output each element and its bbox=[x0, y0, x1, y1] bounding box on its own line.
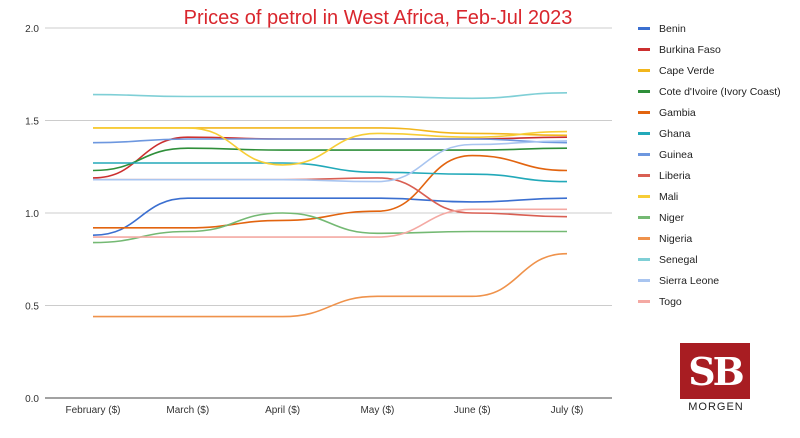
legend-label: Senegal bbox=[659, 253, 698, 266]
series-line-guinea bbox=[92, 138, 568, 144]
legend-label: Cote d'Ivoire (Ivory Coast) bbox=[659, 85, 781, 98]
y-axis-ticks: 0.0 0.5 1.0 1.5 2.0 bbox=[25, 24, 39, 405]
legend-item-liberia: Liberia bbox=[638, 165, 798, 186]
legend-swatch bbox=[638, 90, 650, 93]
legend-item-gambia: Gambia bbox=[638, 102, 798, 123]
legend-item-sierra-leone: Sierra Leone bbox=[638, 270, 798, 291]
legend-item-togo: Togo bbox=[638, 291, 798, 312]
chart-title: Prices of petrol in West Africa, Feb-Jul… bbox=[184, 7, 573, 29]
legend-label: Nigeria bbox=[659, 232, 693, 245]
legend-label: Ghana bbox=[659, 127, 691, 140]
legend-swatch bbox=[638, 153, 650, 156]
series-line-mali bbox=[93, 127, 568, 166]
legend-swatch bbox=[638, 111, 650, 114]
legend: Benin Burkina Faso Cape Verde Cote d'Ivoire… bbox=[638, 18, 798, 312]
x-tick-label: February ($) bbox=[65, 405, 120, 416]
series-line-cote-d-ivoire-ivory-coast bbox=[92, 147, 568, 172]
legend-item-cote-d-ivoire-ivory-coast: Cote d'Ivoire (Ivory Coast) bbox=[638, 81, 798, 102]
y-tick-label: 0.0 bbox=[25, 394, 39, 405]
legend-label: Cape Verde bbox=[659, 64, 715, 77]
series-line-cape-verde bbox=[93, 127, 568, 137]
legend-label: Gambia bbox=[659, 106, 696, 119]
legend-swatch bbox=[638, 174, 650, 177]
legend-swatch bbox=[638, 132, 650, 135]
legend-swatch bbox=[638, 279, 650, 282]
series-line-gambia bbox=[92, 154, 568, 229]
x-tick-label: July ($) bbox=[551, 405, 584, 416]
x-tick-label: May ($) bbox=[360, 405, 394, 416]
y-tick-label: 1.0 bbox=[25, 209, 39, 220]
legend-label: Niger bbox=[659, 211, 685, 224]
legend-label: Benin bbox=[659, 22, 686, 35]
legend-swatch bbox=[638, 300, 650, 303]
series-line-togo bbox=[93, 208, 567, 238]
x-tick-label: June ($) bbox=[454, 405, 491, 416]
legend-label: Guinea bbox=[659, 148, 693, 161]
legend-item-cape-verde: Cape Verde bbox=[638, 60, 798, 81]
legend-item-burkina-faso: Burkina Faso bbox=[638, 39, 798, 60]
series-line-benin bbox=[92, 197, 568, 236]
logo-monogram: SB bbox=[688, 348, 745, 394]
logo-wordmark: MORGEN bbox=[688, 401, 744, 413]
legend-swatch bbox=[638, 48, 650, 51]
legend-label: Mali bbox=[659, 190, 679, 203]
series-line-sierra-leone bbox=[93, 140, 568, 183]
legend-item-nigeria: Nigeria bbox=[638, 228, 798, 249]
legend-item-senegal: Senegal bbox=[638, 249, 798, 270]
legend-swatch bbox=[638, 258, 650, 261]
legend-swatch bbox=[638, 27, 650, 30]
y-tick-label: 0.5 bbox=[25, 302, 39, 313]
x-tick-label: April ($) bbox=[265, 405, 300, 416]
x-axis-ticks: February ($) March ($) April ($) May ($) Jun… bbox=[65, 405, 583, 416]
logo-badge: SB bbox=[680, 343, 750, 399]
legend-label: Liberia bbox=[659, 169, 691, 182]
x-tick-label: March ($) bbox=[166, 405, 209, 416]
series-line-ghana bbox=[93, 162, 568, 183]
legend-swatch bbox=[638, 195, 650, 198]
legend-item-mali: Mali bbox=[638, 186, 798, 207]
legend-item-niger: Niger bbox=[638, 207, 798, 228]
legend-label: Burkina Faso bbox=[659, 43, 721, 56]
sb-morgen-logo: SB MORGEN bbox=[680, 343, 752, 413]
series-lines bbox=[92, 92, 568, 318]
legend-label: Togo bbox=[659, 295, 682, 308]
series-line-liberia bbox=[93, 177, 568, 218]
y-tick-label: 2.0 bbox=[25, 24, 39, 35]
series-line-senegal bbox=[92, 92, 568, 100]
y-tick-label: 1.5 bbox=[25, 117, 39, 128]
gridlines bbox=[45, 27, 612, 399]
legend-swatch bbox=[638, 237, 650, 240]
legend-item-benin: Benin bbox=[638, 18, 798, 39]
legend-item-guinea: Guinea bbox=[638, 144, 798, 165]
legend-swatch bbox=[638, 69, 650, 72]
series-line-niger bbox=[92, 212, 567, 244]
legend-label: Sierra Leone bbox=[659, 274, 720, 287]
legend-item-ghana: Ghana bbox=[638, 123, 798, 144]
legend-swatch bbox=[638, 216, 650, 219]
series-line-nigeria bbox=[92, 252, 568, 318]
